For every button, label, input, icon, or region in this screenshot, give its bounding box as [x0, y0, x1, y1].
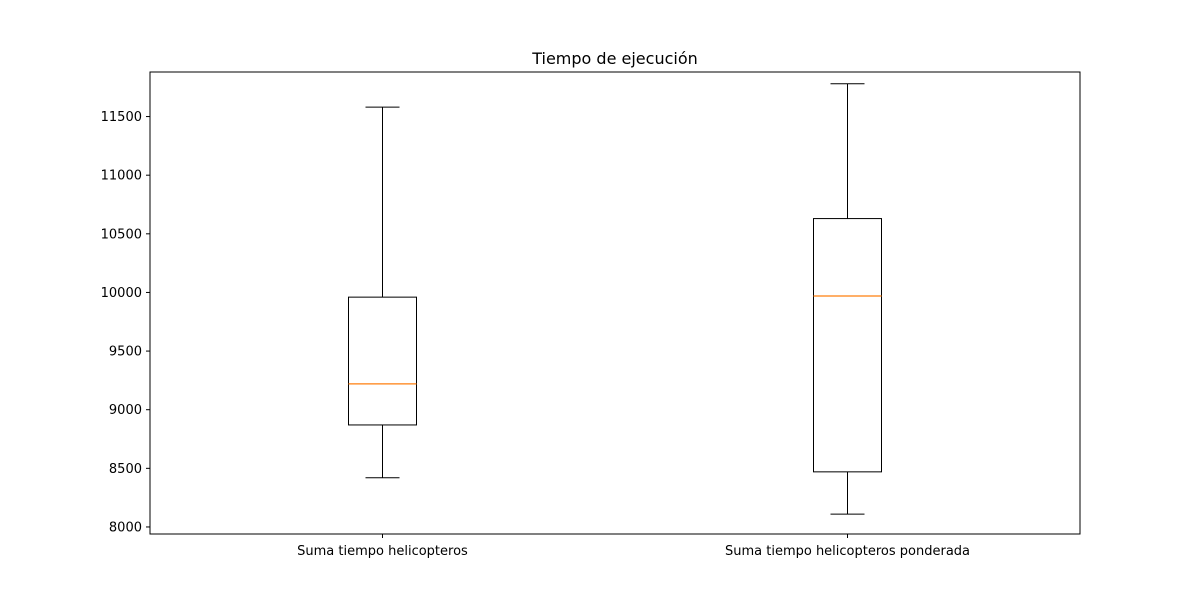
x-tick-label: Suma tiempo helicopteros: [297, 544, 468, 559]
y-tick-label: 9000: [109, 403, 142, 418]
y-tick-label: 8500: [109, 462, 142, 477]
x-axis: Suma tiempo helicopteros Suma tiempo heli…: [297, 534, 970, 559]
y-tick-label: 10000: [101, 286, 142, 301]
box: [348, 296, 417, 426]
y-axis: 8000 8500 9000 9500 10000 10500 11000 11500: [101, 110, 150, 535]
y-tick-label: 11500: [101, 110, 142, 125]
y-tick-label: 9500: [109, 345, 142, 360]
box-group-1: [348, 106, 417, 479]
x-tick-label: Suma tiempo helicopteros ponderada: [725, 544, 970, 559]
box: [813, 218, 882, 473]
plot-area: [348, 83, 882, 515]
y-tick-label: 10500: [101, 227, 142, 242]
y-tick-label: 8000: [109, 520, 142, 535]
box-group-2: [813, 83, 882, 515]
axes-frame: [149, 71, 1081, 535]
chart-title: Tiempo de ejecución: [531, 49, 698, 68]
y-tick-label: 11000: [101, 169, 142, 184]
